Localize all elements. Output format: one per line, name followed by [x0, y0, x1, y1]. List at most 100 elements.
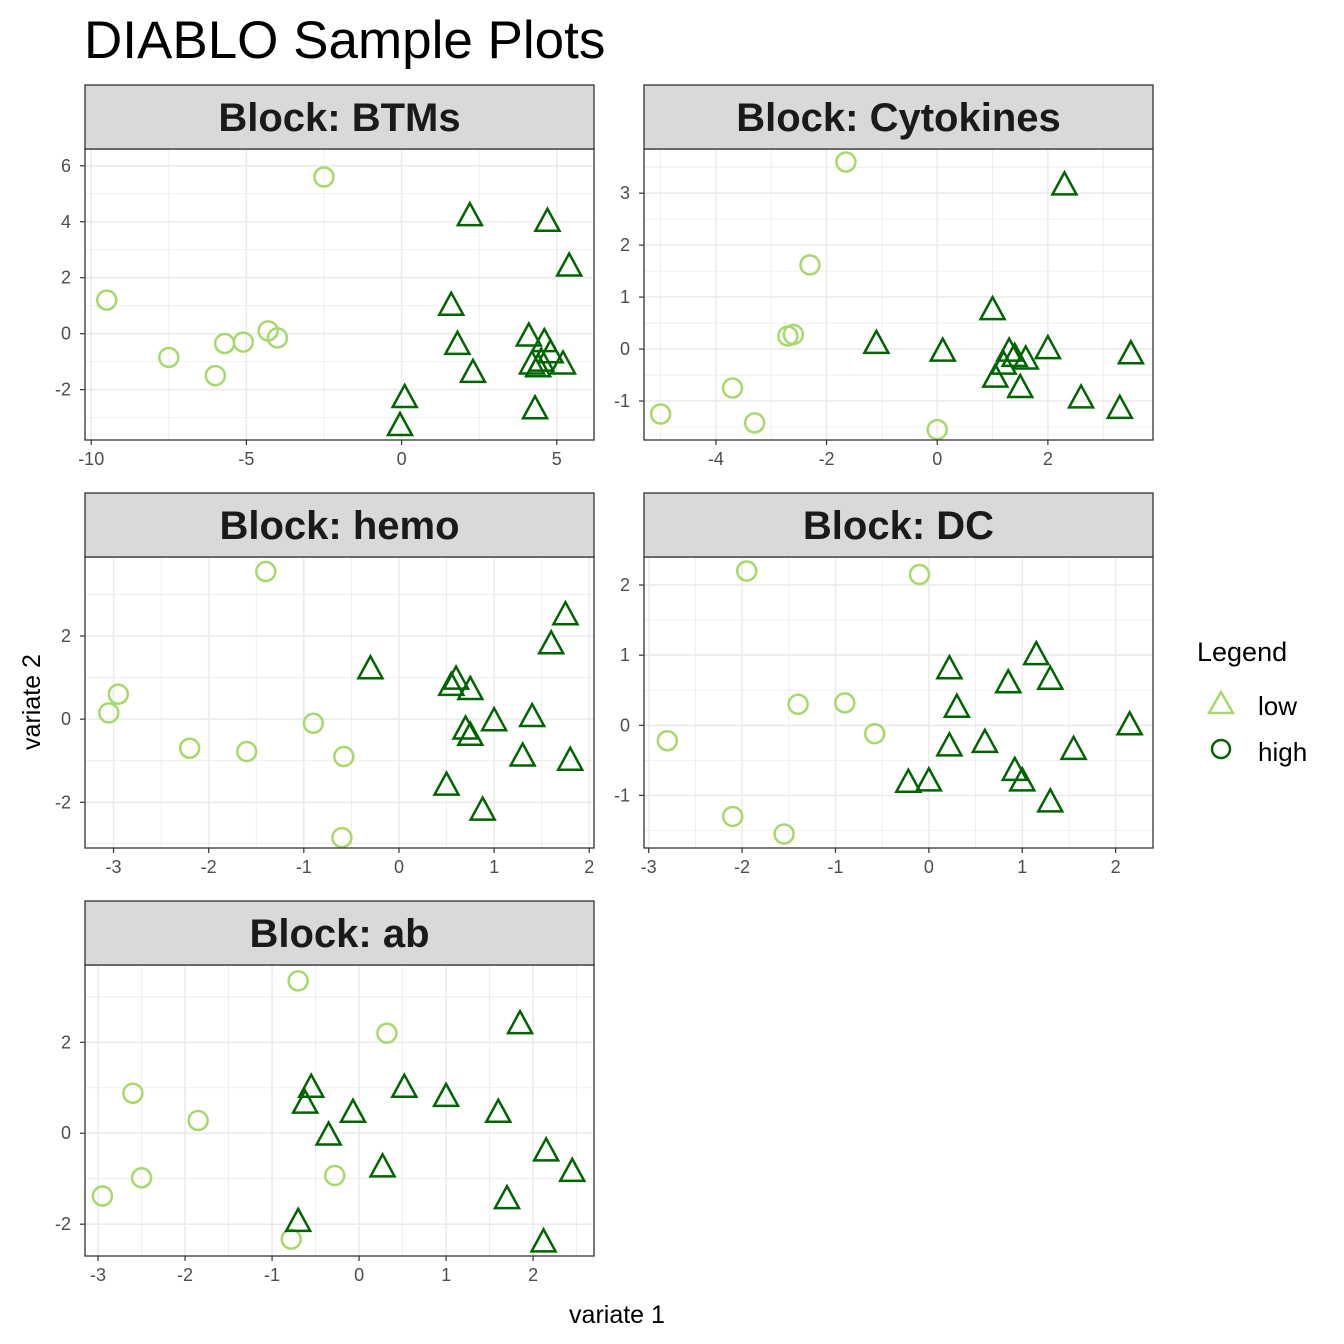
panel-strip-title: Block: DC: [803, 504, 994, 548]
x-tick-label: 5: [552, 449, 562, 469]
data-point-triangle: [914, 765, 943, 792]
panel-background: [85, 965, 594, 1256]
data-point-circle: [266, 327, 289, 349]
data-point-triangle: [517, 348, 547, 375]
x-tick-label: 2: [1043, 449, 1053, 469]
data-point-triangle: [1059, 734, 1088, 761]
data-point-triangle: [468, 794, 497, 821]
data-point-circle: [656, 729, 679, 752]
legend-title: Legend: [1197, 637, 1287, 667]
y-tick-label: 2: [61, 626, 71, 646]
y-tick-label: 4: [61, 212, 71, 232]
panel-background: [85, 557, 594, 848]
data-point-circle: [787, 693, 809, 716]
data-point-triangle: [432, 770, 461, 796]
legend-low-marker: [1206, 689, 1236, 715]
data-point-circle: [323, 1164, 346, 1187]
data-point-circle: [313, 166, 335, 188]
panel-strip-title: Block: ab: [249, 912, 429, 956]
y-tick-label: 2: [61, 1032, 71, 1052]
x-tick-label: 2: [1111, 857, 1121, 877]
y-tick-label: 2: [620, 235, 630, 255]
data-point-circle: [835, 151, 857, 173]
data-point-triangle: [548, 348, 578, 375]
x-tick-label: 1: [1017, 857, 1027, 877]
x-tick-label: -3: [90, 1265, 106, 1285]
x-tick-label: -3: [106, 857, 122, 877]
y-tick-label: -1: [614, 391, 630, 411]
data-point-circle: [107, 683, 130, 705]
x-tick-label: -2: [819, 449, 835, 469]
data-point-circle: [908, 563, 931, 586]
legend-high-label: high: [1258, 737, 1307, 767]
data-point-triangle: [970, 727, 999, 754]
data-point-circle: [926, 418, 948, 441]
y-tick-label: 1: [620, 645, 630, 665]
data-point-triangle: [894, 767, 923, 794]
data-point-triangle: [978, 294, 1007, 321]
data-point-triangle: [928, 336, 957, 362]
data-point-triangle: [551, 599, 580, 626]
panel-3: -3 -2 -1 0 1 2 -2 0 2 Block: hemo: [55, 492, 595, 877]
data-point-circle: [721, 377, 744, 399]
panel-1: -10 -5 0 5 -2 0 2 4 6 Block: BTMs: [55, 84, 595, 469]
x-tick-label: 2: [528, 1265, 538, 1285]
data-point-circle: [735, 560, 758, 582]
x-tick-label: -2: [177, 1265, 193, 1285]
data-point-triangle: [437, 290, 466, 316]
data-point-triangle: [1115, 709, 1144, 736]
data-point-triangle: [532, 1135, 561, 1162]
data-point-triangle: [390, 382, 419, 409]
data-point-triangle: [437, 670, 466, 697]
data-point-triangle: [1105, 393, 1134, 420]
data-point-triangle: [994, 667, 1023, 694]
x-tick-label: -2: [201, 857, 217, 877]
x-tick-label: 0: [397, 449, 407, 469]
data-point-triangle: [385, 410, 415, 437]
data-point-circle: [782, 323, 805, 346]
data-point-triangle: [556, 745, 585, 771]
x-tick-label: -1: [827, 857, 843, 877]
data-point-circle: [302, 712, 325, 735]
data-point-triangle: [524, 351, 553, 378]
x-tick-label: -1: [296, 857, 312, 877]
y-tick-label: 3: [620, 183, 630, 203]
data-point-circle: [235, 740, 258, 763]
data-point-triangle: [558, 1156, 587, 1183]
data-point-triangle: [455, 200, 484, 227]
y-tick-label: 2: [620, 575, 630, 595]
y-tick-label: 0: [620, 339, 630, 359]
data-point-triangle: [1066, 382, 1096, 409]
data-point-triangle: [529, 1226, 558, 1253]
y-tick-label: 2: [61, 268, 71, 288]
x-tick-label: 0: [354, 1265, 364, 1285]
data-point-circle: [649, 403, 672, 425]
data-point-triangle: [505, 1008, 535, 1035]
data-point-triangle: [456, 720, 485, 747]
data-point-circle: [331, 826, 353, 849]
x-tick-label: 1: [441, 1265, 451, 1285]
data-point-circle: [178, 737, 201, 759]
data-point-triangle: [518, 701, 547, 728]
y-tick-label: 0: [620, 715, 630, 735]
data-point-circle: [204, 364, 227, 387]
y-tick-label: 6: [61, 156, 71, 176]
data-point-triangle: [520, 393, 550, 420]
panel-strip: [84, 84, 595, 150]
panel-2: -4 -2 0 2 -1 0 1 2 3 Block: Cytokines: [614, 84, 1154, 469]
y-tick-label: 0: [61, 1123, 71, 1143]
data-point-circle: [287, 970, 309, 992]
y-tick-label: 1: [620, 287, 630, 307]
data-point-circle: [799, 254, 821, 276]
data-point-triangle: [443, 329, 472, 356]
data-point-circle: [98, 702, 120, 724]
data-point-circle: [122, 1082, 144, 1104]
panel-strip-title: Block: hemo: [219, 504, 459, 548]
data-point-triangle: [1022, 639, 1051, 666]
panel-strip: [84, 900, 595, 966]
x-tick-label: 2: [584, 857, 594, 877]
legend: Legend low high: [1197, 637, 1307, 767]
data-point-triangle: [935, 730, 964, 757]
